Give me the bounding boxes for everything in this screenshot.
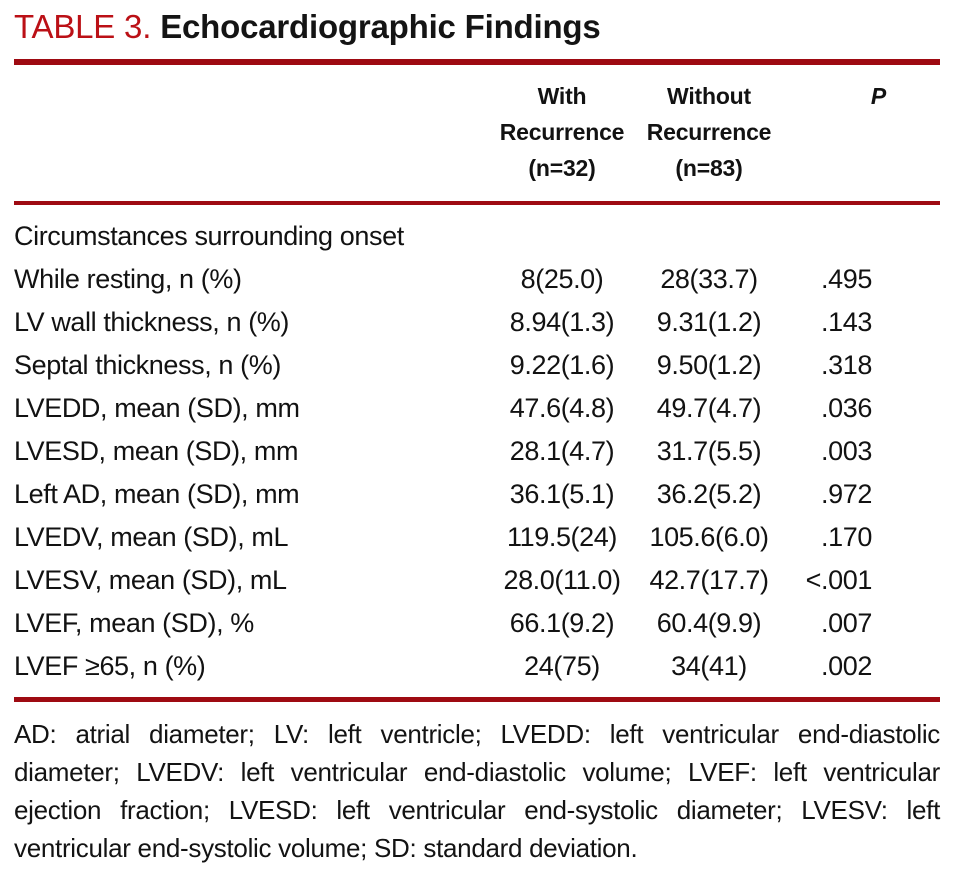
without-recurrence-value: 34(41) xyxy=(671,651,747,681)
with-recurrence-value: 8(25.0) xyxy=(520,264,604,294)
table-number-label: TABLE 3. xyxy=(14,8,152,45)
p-value: .318 xyxy=(821,350,872,380)
column-header-p-value: P xyxy=(780,65,940,205)
table-row: LVEF, mean (SD), % 66.1(9.2) 60.4(9.9) .… xyxy=(14,602,940,645)
with-recurrence-value: 28.1(4.7) xyxy=(509,436,615,466)
table-row: LVEDV, mean (SD), mL 119.5(24) 105.6(6.0… xyxy=(14,516,940,559)
row-label: While resting, n (%) xyxy=(14,264,242,294)
column-header-stub xyxy=(14,65,486,205)
column-header-with-recurrence: With Recurrence (n=32) xyxy=(486,65,638,205)
table-row: While resting, n (%) 8(25.0) 28(33.7) .4… xyxy=(14,258,940,301)
header-row: With Recurrence (n=32) Without Recurrenc… xyxy=(14,65,940,205)
table-row: LVEF ≥65, n (%) 24(75) 34(41) .002 xyxy=(14,645,940,697)
with-recurrence-value: 28.0(11.0) xyxy=(503,565,621,595)
p-value: .002 xyxy=(821,651,872,681)
p-value: .495 xyxy=(821,264,872,294)
row-label: LVESD, mean (SD), mm xyxy=(14,436,299,466)
table-row: Left AD, mean (SD), mm 36.1(5.1) 36.2(5.… xyxy=(14,473,940,516)
bottom-rule xyxy=(14,697,940,702)
table-header: With Recurrence (n=32) Without Recurrenc… xyxy=(14,65,940,205)
row-label: LVEF, mean (SD), % xyxy=(14,608,254,638)
with-recurrence-value: 9.22(1.6) xyxy=(509,350,615,380)
row-label: Left AD, mean (SD), mm xyxy=(14,479,300,509)
table-row: Septal thickness, n (%) 9.22(1.6) 9.50(1… xyxy=(14,344,940,387)
top-rule xyxy=(14,59,940,65)
section-header-row: Circumstances surrounding onset xyxy=(14,203,940,258)
without-recurrence-value: 42.7(17.7) xyxy=(649,565,769,595)
p-value: .003 xyxy=(821,436,872,466)
row-label: LV wall thickness, n (%) xyxy=(14,307,289,337)
p-value: <.001 xyxy=(805,565,873,595)
without-recurrence-value: 9.50(1.2) xyxy=(656,350,762,380)
without-recurrence-value: 49.7(4.7) xyxy=(656,393,762,423)
row-label: LVEDD, mean (SD), mm xyxy=(14,393,300,423)
section-header-label: Circumstances surrounding onset xyxy=(14,221,404,251)
table-row: LVESV, mean (SD), mL 28.0(11.0) 42.7(17.… xyxy=(14,559,940,602)
row-label: Septal thickness, n (%) xyxy=(14,350,281,380)
without-recurrence-value: 105.6(6.0) xyxy=(649,522,769,552)
table-body: Circumstances surrounding onset While re… xyxy=(14,203,940,697)
with-recurrence-value: 66.1(9.2) xyxy=(509,608,615,638)
p-value: .007 xyxy=(821,608,872,638)
p-value: .170 xyxy=(821,522,872,552)
row-label: LVESV, mean (SD), mL xyxy=(14,565,287,595)
abbreviations-footnote: AD: atrial diameter; LV: left ventricle;… xyxy=(14,719,940,863)
table-caption: Echocardiographic Findings xyxy=(160,8,601,45)
p-value: .143 xyxy=(821,307,872,337)
table-row: LVESD, mean (SD), mm 28.1(4.7) 31.7(5.5)… xyxy=(14,430,940,473)
with-recurrence-value: 47.6(4.8) xyxy=(509,393,615,423)
without-recurrence-value: 60.4(9.9) xyxy=(656,608,762,638)
column-header-without-recurrence: Without Recurrence (n=83) xyxy=(638,65,780,205)
without-recurrence-value: 28(33.7) xyxy=(660,264,758,294)
with-recurrence-value: 119.5(24) xyxy=(507,522,617,552)
table-row: LVEDD, mean (SD), mm 47.6(4.8) 49.7(4.7)… xyxy=(14,387,940,430)
p-value: .972 xyxy=(821,479,872,509)
table-title: TABLE 3. Echocardiographic Findings xyxy=(14,6,940,48)
row-label: LVEF ≥65, n (%) xyxy=(14,651,206,681)
without-recurrence-value: 31.7(5.5) xyxy=(656,436,762,466)
without-recurrence-value: 9.31(1.2) xyxy=(656,307,762,337)
with-recurrence-value: 8.94(1.3) xyxy=(509,307,615,337)
with-recurrence-value: 24(75) xyxy=(524,651,600,681)
p-value: .036 xyxy=(821,393,872,423)
echo-findings-table: With Recurrence (n=32) Without Recurrenc… xyxy=(14,65,940,697)
with-recurrence-value: 36.1(5.1) xyxy=(509,479,615,509)
table-row: LV wall thickness, n (%) 8.94(1.3) 9.31(… xyxy=(14,301,940,344)
row-label: LVEDV, mean (SD), mL xyxy=(14,522,289,552)
without-recurrence-value: 36.2(5.2) xyxy=(656,479,762,509)
